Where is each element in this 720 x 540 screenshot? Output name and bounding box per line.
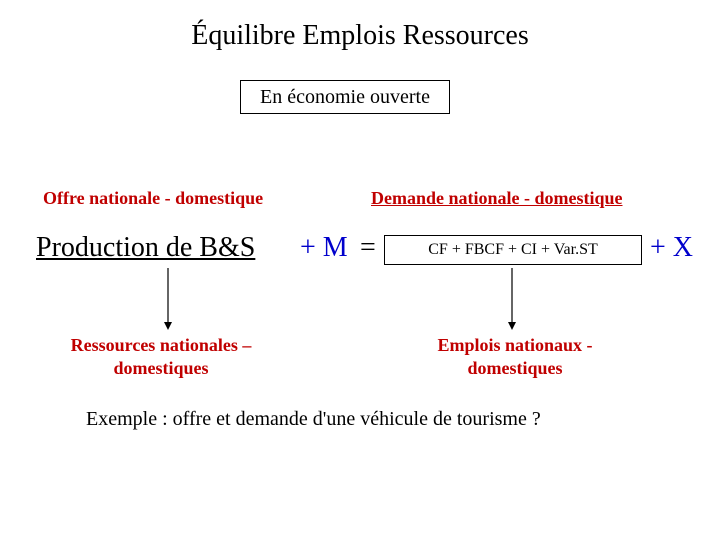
arrow-right-icon [504,268,520,334]
demande-nationale-label: Demande nationale - domestique [371,188,623,209]
emplois-line2: domestiques [467,358,562,378]
offre-nationale-label: Offre nationale - domestique [43,188,263,209]
production-term: Production de B&S [36,232,255,264]
equation-row: Production de B&S + M = CF + FBCF + CI +… [0,232,720,272]
demand-components-text: CF + FBCF + CI + Var.ST [428,241,598,259]
ressources-line2: domestiques [113,358,208,378]
ressources-nationales-label: Ressources nationales – domestiques [51,334,271,379]
emplois-line1: Emplois nationaux - [437,335,592,355]
equals-sign: = [360,232,376,264]
ressources-line1: Ressources nationales – [71,335,252,355]
subtitle-box: En économie ouverte [240,80,450,114]
demand-components-box: CF + FBCF + CI + Var.ST [384,235,642,265]
plus-x-term: + X [650,232,693,264]
subtitle-text: En économie ouverte [260,86,430,109]
slide-title: Équilibre Emplois Ressources [0,20,720,52]
emplois-nationaux-label: Emplois nationaux - domestiques [405,334,625,379]
example-text: Exemple : offre et demande d'une véhicul… [86,408,541,431]
arrow-left-icon [160,268,176,334]
plus-m-term: + M [300,232,348,264]
